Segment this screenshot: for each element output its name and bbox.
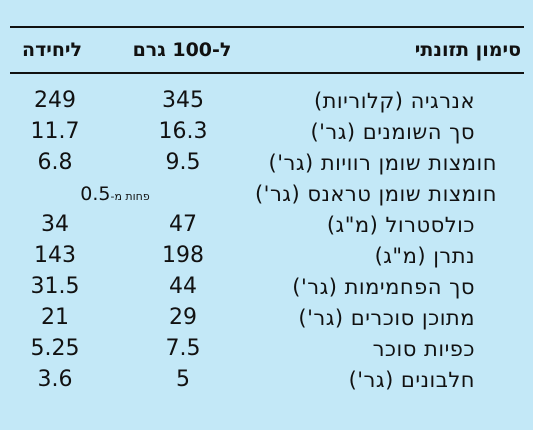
row-value-per-100g: 345 (162, 88, 204, 113)
row-label: חומצות שומן רוויות (גר') (268, 151, 497, 175)
header-divider (10, 72, 524, 74)
row-label: נתרן (מ"ג) (374, 244, 475, 268)
row-value-per-unit: 6.8 (37, 150, 73, 175)
table-row: כולסטרול (מ"ג) 47 34 (0, 209, 533, 240)
row-value-spanning: פחות מ-0.5 (20, 182, 210, 209)
header-nutrition-label: סימון תזונתי (414, 39, 521, 61)
nutrition-rows: אנרגיה (קלוריות) 345 249 סך השומנים (גר'… (0, 85, 533, 395)
top-divider (10, 26, 524, 28)
table-row: אנרגיה (קלוריות) 345 249 (0, 85, 533, 116)
table-row: מתוכן סוכרים (גר') 29 21 (0, 302, 533, 333)
row-value-per-100g: 7.5 (165, 336, 201, 361)
row-value-per-unit: 3.6 (37, 367, 73, 392)
table-row: סך הפחמימות (גר') 44 31.5 (0, 271, 533, 302)
row-value-per-100g: 16.3 (158, 119, 208, 144)
row-label: חומצות שומן טראנס (גר') (254, 182, 497, 206)
less-than-text: פחות מ- (110, 190, 150, 203)
row-value-per-unit: 249 (34, 88, 76, 113)
table-row: חומצות שומן רוויות (גר') 9.5 6.8 (0, 147, 533, 178)
row-value-per-unit: 11.7 (30, 119, 80, 144)
table-row: חומצות שומן טראנס (גר') פחות מ-0.5 (0, 178, 533, 209)
row-value-per-unit: 5.25 (30, 336, 80, 361)
row-label: סך השומנים (גר') (310, 120, 475, 144)
less-than-value: 0.5 (80, 183, 111, 205)
row-value-per-100g: 198 (162, 243, 204, 268)
row-value-per-100g: 29 (169, 305, 197, 330)
row-label: אנרגיה (קלוריות) (313, 89, 475, 113)
table-header: סימון תזונתי ל-100 גרם ליחידה (0, 0, 533, 70)
table-row: כפיות סוכר 7.5 5.25 (0, 333, 533, 364)
row-value-per-unit: 34 (41, 212, 69, 237)
table-row: נתרן (מ"ג) 198 143 (0, 240, 533, 271)
row-label: כפיות סוכר (372, 337, 475, 361)
table-row: סך השומנים (גר') 16.3 11.7 (0, 116, 533, 147)
row-value-per-100g: 44 (169, 274, 197, 299)
header-per-unit: ליחידה (22, 39, 82, 61)
row-value-per-unit: 31.5 (30, 274, 80, 299)
row-label: כולסטרול (מ"ג) (326, 213, 475, 237)
row-value-per-100g: 47 (169, 212, 197, 237)
row-label: סך הפחמימות (גר') (292, 275, 475, 299)
row-value-per-unit: 21 (41, 305, 69, 330)
table-row: חלבונים (גר') 5 3.6 (0, 364, 533, 395)
row-label: חלבונים (גר') (348, 368, 475, 392)
header-per-100g: ל-100 גרם (132, 39, 232, 61)
row-value-per-100g: 9.5 (165, 150, 201, 175)
row-value-per-100g: 5 (176, 367, 190, 392)
row-value-per-unit: 143 (34, 243, 76, 268)
row-label: מתוכן סוכרים (גר') (298, 306, 475, 330)
